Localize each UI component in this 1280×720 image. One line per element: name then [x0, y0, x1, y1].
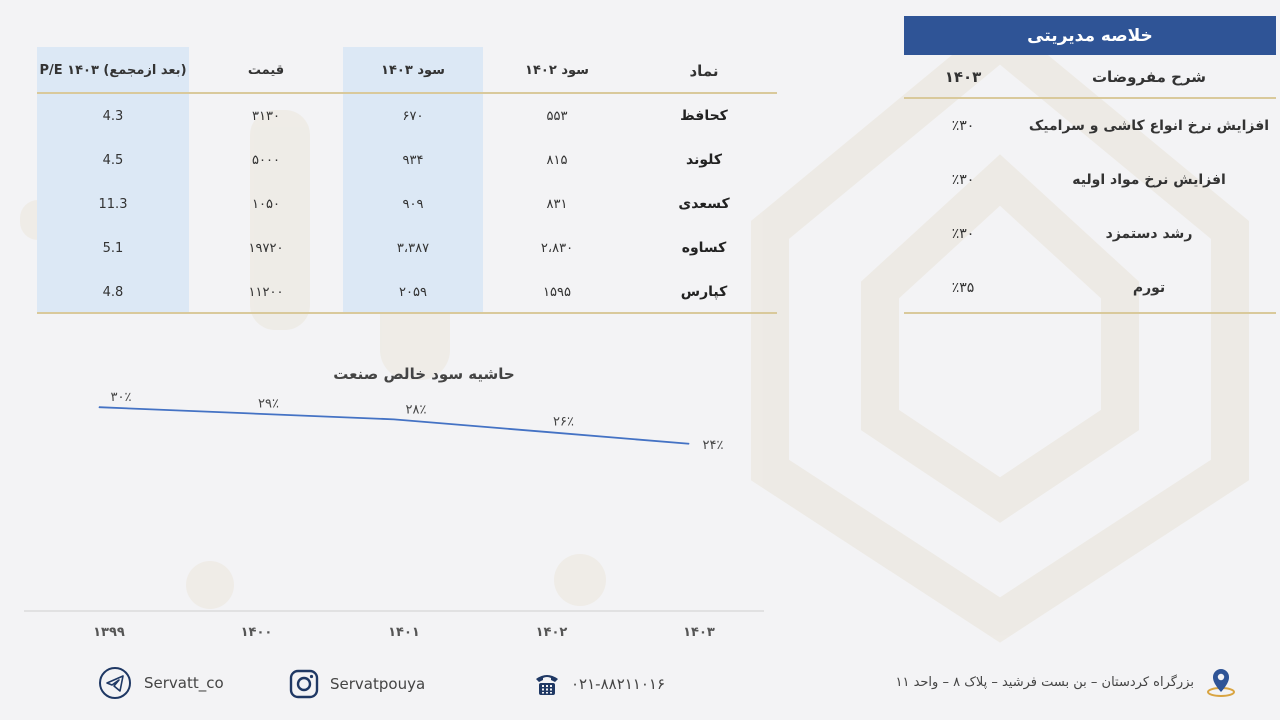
- cell-symbol: کساوه: [681, 240, 727, 256]
- series-line: [98, 406, 690, 445]
- table-row: 4.5 ۵۰۰۰ ۹۳۴ ۸۱۵ کلوند: [37, 138, 777, 182]
- cell-profit-1403: ۲۰۵۹: [399, 284, 427, 300]
- summary-subheader: ۱۴۰۳ شرح مفروضات: [904, 55, 1276, 99]
- management-summary: خلاصه مدیریتی ۱۴۰۳ شرح مفروضات ٪۳۰ افزایش…: [904, 16, 1276, 316]
- cell-price: ۳۱۳۰: [252, 108, 280, 124]
- chart-plot: ۳۰٪ ۱۳۹۹ ۲۹٪ ۱۴۰۰ ۲۸٪ ۱۴۰۱ ۲۶٪ ۱۴۰۲ ۲۴٪ ۱۴۰۳: [24, 390, 764, 640]
- summary-value: ٪۳۰: [951, 226, 975, 242]
- instagram-handle: Servatpouya: [330, 675, 426, 693]
- cell-symbol: کسعدی: [678, 196, 730, 212]
- profit-1403-column-highlight: [343, 47, 483, 312]
- data-point: [688, 443, 690, 445]
- cell-profit-1403: ۹۰۹: [402, 196, 424, 212]
- cell-profit-1402: ۸۳۱: [546, 196, 568, 212]
- summary-title: خلاصه مدیریتی: [904, 16, 1276, 55]
- header-profit-1402: سود ۱۴۰۲: [525, 63, 589, 78]
- data-label: ۲۹٪: [258, 396, 279, 411]
- telegram-icon: [99, 667, 131, 699]
- address: بزرگراه کردستان – بن بست فرشید – پلاک ۸ …: [838, 666, 1238, 698]
- summary-value: ٪۳۵: [951, 280, 975, 296]
- summary-year: ۱۴۰۳: [944, 68, 982, 86]
- data-point: [393, 418, 395, 420]
- table-row: 5.1 ۱۹۷۲۰ ۳،۳۸۷ ۲،۸۳۰ کساوه: [37, 226, 777, 270]
- cell-price: ۵۰۰۰: [252, 152, 280, 168]
- cell-profit-1403: ۶۷۰: [402, 108, 424, 124]
- x-tick-label: ۱۴۰۰: [241, 625, 273, 640]
- data-point: [541, 431, 542, 433]
- table-bottom-rule: [37, 312, 777, 314]
- cell-price: ۱۹۷۲۰: [248, 240, 284, 256]
- pe-column-highlight: [37, 47, 189, 312]
- cell-pe: 4.8: [102, 284, 124, 300]
- telegram-link[interactable]: Servatt_co: [98, 666, 224, 700]
- telegram-handle: Servatt_co: [144, 674, 224, 692]
- header-pe: P/E ۱۴۰۳ (بعد ازمجمع): [39, 63, 187, 78]
- instagram-link[interactable]: Servatpouya: [288, 668, 425, 700]
- phone-number: ۰۲۱-۸۸۲۱۱۰۱۶: [571, 675, 666, 693]
- chart-title: حاشیه سود خالص صنعت: [333, 365, 515, 383]
- stock-table-header: P/E ۱۴۰۳ (بعد ازمجمع) قیمت سود ۱۴۰۳ سود …: [37, 47, 777, 94]
- phone-icon: [536, 675, 558, 695]
- summary-bottom-rule: [904, 312, 1276, 314]
- summary-row: ٪۳۰ رشد دستمزد: [904, 207, 1276, 261]
- header-symbol: نماد: [689, 61, 719, 80]
- x-tick-label: ۱۳۹۹: [93, 625, 125, 640]
- table-row: 11.3 ۱۰۵۰ ۹۰۹ ۸۳۱ کسعدی: [37, 182, 777, 226]
- data-point: [98, 406, 100, 408]
- x-tick-label: ۱۴۰۱: [388, 625, 420, 640]
- cell-profit-1402: ۸۱۵: [546, 152, 568, 168]
- cell-price: ۱۱۲۰۰: [248, 284, 284, 300]
- summary-value: ٪۳۰: [951, 172, 975, 188]
- cell-price: ۱۰۵۰: [252, 196, 280, 212]
- cell-pe: 5.1: [102, 240, 124, 256]
- cell-pe: 4.5: [102, 152, 124, 168]
- data-point: [246, 412, 247, 414]
- summary-label: افزایش نرخ انواع کاشی و سرامیک: [1028, 118, 1270, 134]
- data-label: ۲۸٪: [406, 402, 427, 417]
- cell-pe: 11.3: [98, 196, 128, 212]
- data-label: ۲۴٪: [703, 438, 724, 453]
- table-row: 4.8 ۱۱۲۰۰ ۲۰۵۹ ۱۵۹۵ کپارس: [37, 270, 777, 314]
- summary-label: افزایش نرخ مواد اولیه: [1072, 172, 1226, 188]
- header-price: قیمت: [247, 63, 285, 78]
- cell-symbol: کلوند: [686, 152, 722, 168]
- cell-profit-1402: ۵۵۳: [546, 108, 568, 124]
- cell-symbol: کپارس: [680, 284, 728, 300]
- x-tick-label: ۱۴۰۳: [683, 625, 715, 640]
- summary-value: ٪۳۰: [951, 118, 975, 134]
- cell-profit-1402: ۲،۸۳۰: [540, 240, 574, 256]
- cell-profit-1403: ۳،۳۸۷: [396, 240, 430, 256]
- address-text: بزرگراه کردستان – بن بست فرشید – پلاک ۸ …: [895, 674, 1194, 690]
- phone-link[interactable]: ۰۲۱-۸۸۲۱۱۰۱۶: [533, 670, 665, 698]
- net-margin-chart: حاشیه سود خالص صنعت ۳۰٪ ۱۳۹۹ ۲۹٪ ۱۴۰۰ ۲۸٪ ۱۴۰…: [24, 355, 774, 655]
- data-label: ۳۰٪: [111, 390, 132, 405]
- summary-col-label: شرح مفروضات: [1091, 68, 1207, 86]
- summary-row: ٪۳۰ افزایش نرخ مواد اولیه: [904, 153, 1276, 207]
- location-pin-icon: [1207, 669, 1235, 697]
- cell-symbol: کحافظ: [680, 108, 728, 124]
- summary-row: ٪۳۵ تورم: [904, 261, 1276, 315]
- summary-label: تورم: [1132, 280, 1166, 296]
- cell-profit-1402: ۱۵۹۵: [543, 284, 571, 300]
- table-row: 4.3 ۳۱۳۰ ۶۷۰ ۵۵۳ کحافظ: [37, 94, 777, 138]
- cell-profit-1403: ۹۳۴: [402, 152, 424, 168]
- data-label: ۲۶٪: [553, 415, 574, 430]
- instagram-icon: [289, 669, 319, 699]
- summary-row: ٪۳۰ افزایش نرخ انواع کاشی و سرامیک: [904, 99, 1276, 153]
- header-profit-1403: سود ۱۴۰۳: [381, 63, 445, 78]
- x-tick-label: ۱۴۰۲: [536, 625, 568, 640]
- summary-label: رشد دستمزد: [1105, 226, 1193, 242]
- cell-pe: 4.3: [102, 108, 124, 124]
- stock-table: P/E ۱۴۰۳ (بعد ازمجمع) قیمت سود ۱۴۰۳ سود …: [37, 47, 777, 315]
